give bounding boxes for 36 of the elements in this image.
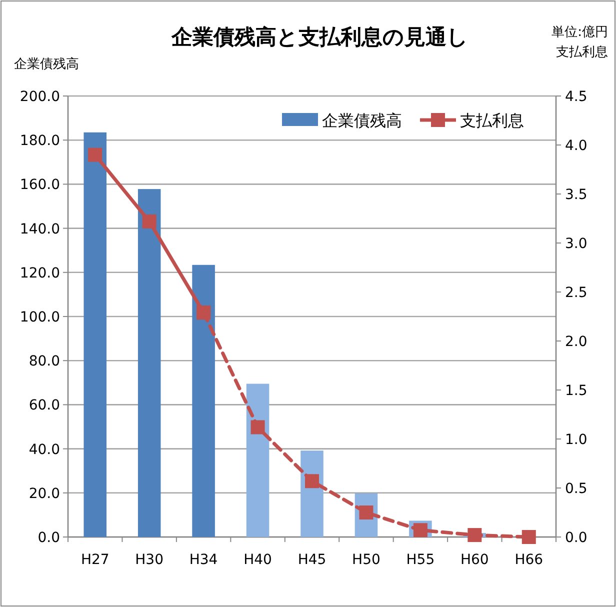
y-tick-label: 80.0 [28, 354, 60, 370]
y-tick-label: 200.0 [20, 89, 60, 105]
x-tick-label: H66 [514, 552, 544, 568]
y-axis-title: 企業債残高 [14, 56, 79, 72]
y-tick-label: 20.0 [28, 486, 60, 502]
y2-tick-label: 2.5 [565, 285, 588, 301]
y-tick-label: 40.0 [28, 442, 60, 458]
y-tick-label: 120.0 [20, 265, 60, 282]
y-tick-label: 140.0 [20, 221, 60, 238]
y2-tick-label: 3.5 [565, 187, 588, 203]
x-tick-label: H40 [244, 552, 272, 568]
legend-label: 支払利息 [460, 111, 524, 130]
y2-tick-label: 0.0 [565, 530, 588, 546]
y2-tick-label: 3.0 [565, 236, 588, 252]
x-tick-label: H55 [406, 552, 435, 568]
y-tick-label: 0.0 [38, 530, 60, 546]
y-tick-label: 180.0 [20, 133, 60, 150]
y-tick-label: 160.0 [20, 177, 60, 194]
x-tick-label: H60 [460, 552, 489, 568]
x-tick-label: H27 [80, 552, 110, 568]
legend-label: 企業債残高 [322, 111, 402, 130]
x-tick-label: H45 [298, 552, 326, 568]
y2-tick-label: 2.0 [565, 334, 588, 350]
x-tick-label: H34 [189, 552, 218, 568]
y-tick-label: 60.0 [28, 398, 60, 414]
text: 単位:億円 [552, 25, 608, 40]
y2-axis-title: 支払利息 [556, 45, 608, 60]
x-tick-label: H50 [352, 552, 380, 568]
y2-tick-label: 0.5 [565, 481, 588, 497]
y2-tick-label: 1.0 [565, 432, 588, 448]
chart-title: 企業債残高と支払利息の見通し [170, 25, 468, 49]
x-tick-label: H30 [135, 552, 164, 568]
y2-tick-label: 4.5 [565, 89, 588, 105]
y2-tick-label: 4.0 [565, 138, 588, 154]
y-tick-label: 100.0 [20, 310, 60, 326]
y2-tick-label: 1.5 [565, 383, 588, 399]
